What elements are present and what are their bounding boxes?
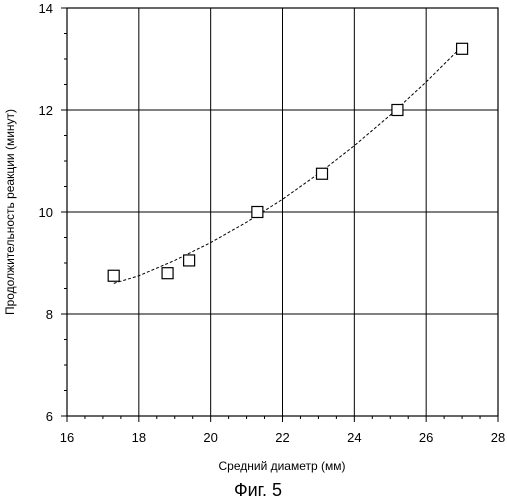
x-tick-label: 16	[60, 430, 74, 445]
y-tick-label: 6	[46, 409, 53, 424]
x-tick-label: 26	[419, 430, 433, 445]
data-point	[252, 207, 263, 218]
x-tick-label: 24	[347, 430, 361, 445]
y-tick-label: 14	[39, 1, 53, 16]
y-tick-label: 12	[39, 103, 53, 118]
x-tick-labels: 16 18 20 22 24 26 28	[60, 430, 505, 445]
data-point	[457, 43, 468, 54]
x-tick-label: 22	[275, 430, 289, 445]
y-axis-title: Продолжительность реакции (минут)	[3, 109, 17, 315]
x-axis-title: Средний диаметр (мм)	[218, 459, 345, 473]
figure-caption: Фиг. 5	[234, 480, 282, 500]
y-tick-label: 8	[46, 307, 53, 322]
y-tick-labels: 6 8 10 12 14	[39, 1, 53, 424]
y-tick-label: 10	[39, 205, 53, 220]
x-tick-label: 28	[491, 430, 505, 445]
data-point	[392, 105, 403, 116]
data-point	[184, 255, 195, 266]
data-point	[162, 268, 173, 279]
x-tick-label: 20	[203, 430, 217, 445]
data-point	[317, 168, 328, 179]
x-tick-label: 18	[132, 430, 146, 445]
data-point	[108, 270, 119, 281]
